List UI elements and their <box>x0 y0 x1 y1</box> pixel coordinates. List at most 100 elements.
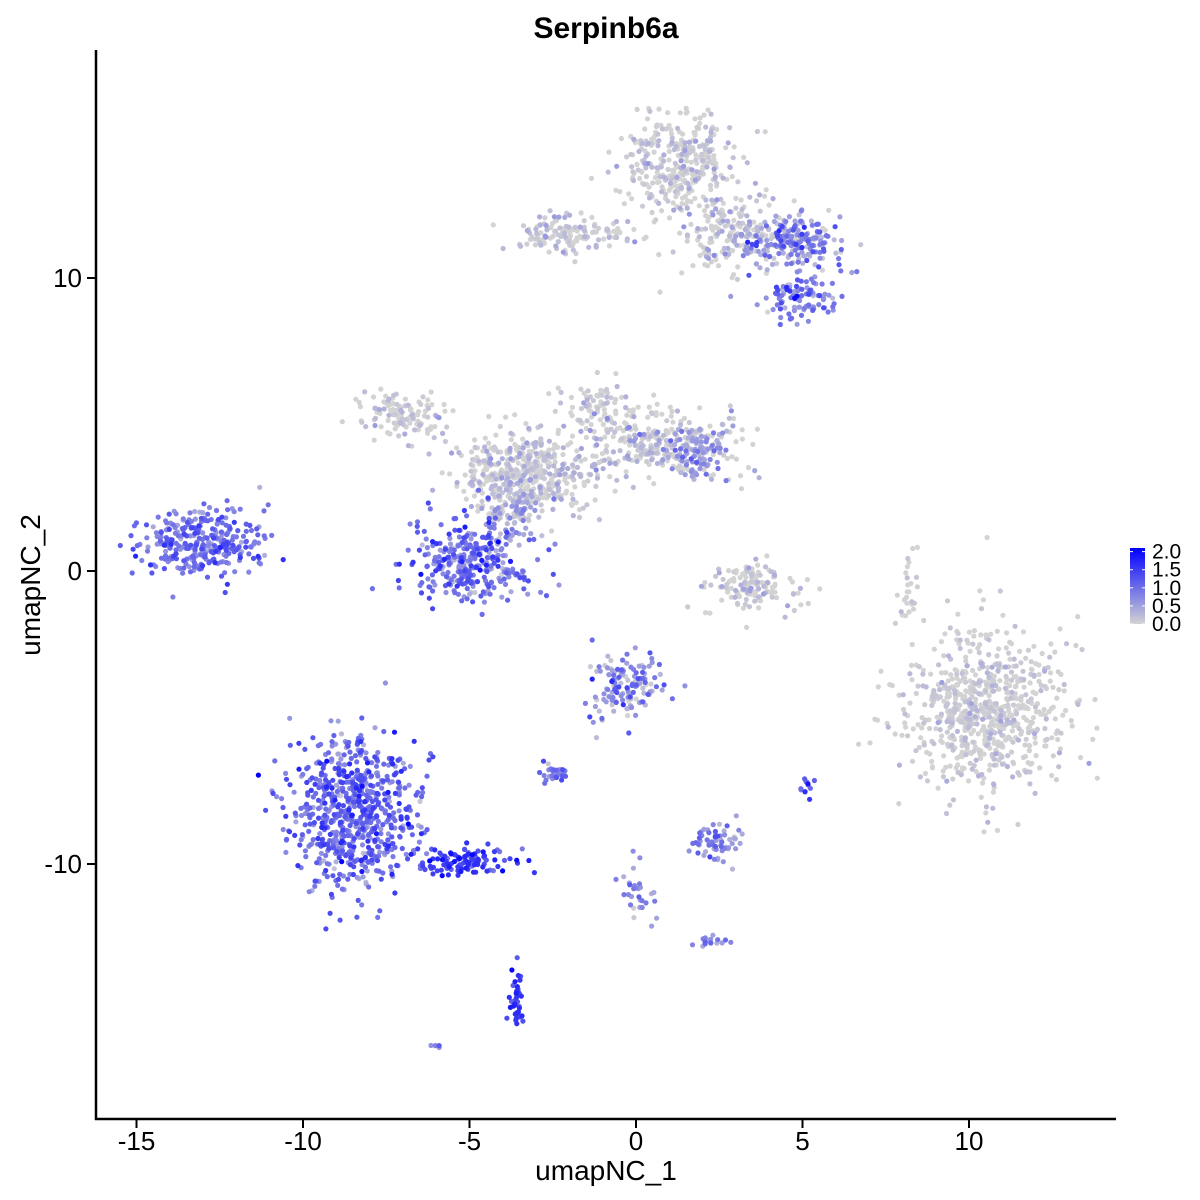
data-point <box>610 449 617 455</box>
data-point <box>248 544 254 550</box>
data-point <box>973 696 979 702</box>
data-point <box>395 577 401 584</box>
data-point <box>715 465 721 472</box>
data-point <box>640 675 646 682</box>
data-point <box>368 773 375 779</box>
data-point <box>1054 695 1060 701</box>
data-point <box>778 300 784 306</box>
data-point <box>771 572 778 578</box>
data-point <box>551 767 557 773</box>
data-point <box>979 727 985 733</box>
data-point <box>516 1005 523 1011</box>
data-point <box>633 712 639 719</box>
data-point <box>971 628 978 634</box>
data-point <box>629 704 635 711</box>
data-point <box>425 500 431 506</box>
data-point <box>632 645 638 651</box>
data-point <box>319 820 325 826</box>
data-point <box>360 777 366 783</box>
data-point <box>656 252 662 258</box>
data-point <box>398 816 404 822</box>
data-point <box>615 666 621 672</box>
data-point <box>670 200 676 206</box>
data-point <box>330 777 336 783</box>
data-point <box>987 714 993 720</box>
data-point <box>686 139 692 145</box>
data-point <box>321 858 327 864</box>
data-point <box>703 439 709 445</box>
data-point <box>117 542 123 549</box>
data-point <box>512 979 518 985</box>
data-point <box>573 500 579 506</box>
data-point <box>558 233 564 240</box>
data-point <box>405 547 411 553</box>
data-point <box>431 435 437 441</box>
data-point <box>476 458 482 464</box>
data-point <box>512 519 518 526</box>
data-point <box>409 412 415 418</box>
data-point <box>489 545 495 552</box>
data-point <box>752 180 759 186</box>
data-point <box>1003 673 1009 679</box>
data-point <box>732 594 738 600</box>
data-point <box>531 536 537 543</box>
data-point <box>636 148 642 155</box>
data-point <box>517 575 523 581</box>
data-point <box>1075 701 1081 708</box>
data-point <box>173 511 179 517</box>
data-point <box>450 408 456 414</box>
data-point <box>681 224 687 230</box>
data-point <box>254 526 260 532</box>
data-point <box>325 750 332 756</box>
data-point <box>574 448 580 454</box>
data-point <box>623 394 629 400</box>
data-point <box>946 694 952 700</box>
data-point <box>597 417 603 423</box>
data-point <box>560 451 566 458</box>
data-point <box>782 614 788 620</box>
data-point <box>999 742 1005 748</box>
data-point <box>430 606 436 612</box>
data-point <box>422 552 428 558</box>
data-point <box>284 836 290 842</box>
data-point <box>940 768 946 774</box>
data-point <box>503 502 509 508</box>
data-point <box>978 706 984 712</box>
data-point <box>406 782 412 788</box>
data-point <box>878 668 884 674</box>
data-point <box>538 441 544 447</box>
data-point <box>639 898 645 904</box>
data-point <box>484 555 490 561</box>
data-point <box>904 564 911 570</box>
data-point <box>360 874 366 880</box>
data-point <box>291 789 297 795</box>
data-point <box>495 449 501 455</box>
data-point <box>1026 730 1032 736</box>
data-point <box>378 831 384 837</box>
data-point <box>686 848 692 854</box>
data-point <box>440 430 446 436</box>
data-point <box>732 836 738 842</box>
data-point <box>769 594 775 600</box>
data-point <box>485 841 491 847</box>
data-point <box>454 445 460 451</box>
data-point <box>388 407 394 413</box>
data-point <box>459 598 465 604</box>
data-point <box>903 570 909 576</box>
data-point <box>581 400 587 406</box>
data-point <box>462 568 468 574</box>
data-point <box>624 236 630 242</box>
data-point <box>468 468 474 474</box>
data-point <box>763 295 769 301</box>
data-point <box>641 690 647 696</box>
data-point <box>1032 790 1038 797</box>
data-point <box>546 493 552 499</box>
data-point <box>479 498 485 504</box>
data-point <box>392 790 398 797</box>
data-point <box>729 173 735 180</box>
data-point <box>710 932 716 938</box>
data-point <box>335 751 341 757</box>
data-point <box>541 454 547 460</box>
data-point <box>612 488 618 494</box>
data-point <box>292 832 298 839</box>
